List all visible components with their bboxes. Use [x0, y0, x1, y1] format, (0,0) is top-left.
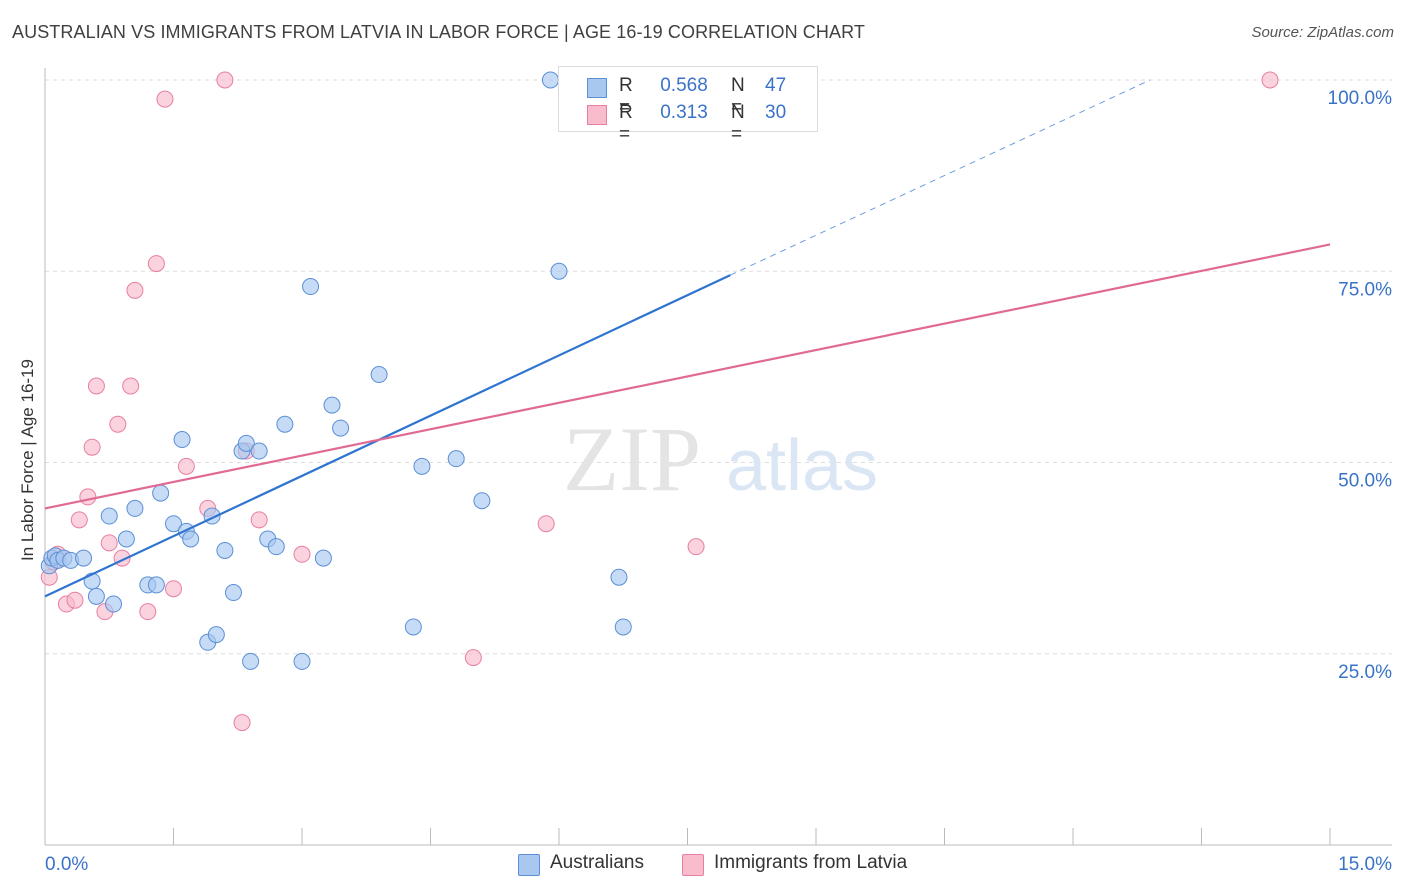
latvia-point	[122, 377, 140, 395]
legend-swatch-pink	[587, 105, 607, 125]
watermark-atlas: atlas	[726, 426, 878, 506]
australians-point	[302, 278, 320, 296]
n-label: N =	[731, 75, 745, 118]
latvia-point	[464, 649, 482, 667]
n-value: 47	[765, 75, 787, 96]
trend-line-australians	[44, 274, 731, 598]
trend-lines	[44, 79, 1331, 598]
source-credit: Source: ZipAtlas.com	[1251, 24, 1394, 41]
y-tick-label: 50.0%	[1338, 471, 1392, 492]
x-tick-label-min: 0.0%	[45, 854, 88, 875]
australians-point	[614, 618, 632, 636]
trend-line-latvia	[44, 243, 1331, 510]
legend-swatch-blue	[587, 78, 607, 98]
australians-point	[165, 515, 182, 533]
trend-extension-australians	[730, 79, 1151, 276]
australians-point	[250, 442, 268, 460]
australians-point	[87, 587, 105, 605]
australians-point	[242, 652, 260, 670]
latvia-point	[156, 90, 174, 108]
australians-point	[182, 530, 200, 548]
australians-point	[404, 618, 422, 636]
axes	[44, 68, 1392, 846]
x-tick-label-max: 15.0%	[1338, 854, 1392, 875]
australians-point	[610, 568, 628, 586]
australians-point	[126, 499, 144, 517]
x-tick-labels: 0.0% 15.0%	[45, 854, 1392, 875]
legend-swatch-australians	[518, 854, 540, 876]
series-legend: Australians Immigrants from Latvia	[0, 852, 1406, 878]
australians-point	[293, 652, 311, 670]
australians-point	[207, 626, 225, 644]
r-value: 0.568	[660, 75, 708, 96]
latvia-point	[83, 438, 101, 456]
australians-point	[541, 71, 559, 89]
y-tick-label: 25.0%	[1338, 662, 1392, 683]
latvia-point	[177, 457, 195, 475]
australians-point	[413, 457, 431, 475]
australians-point	[323, 396, 341, 414]
y-tick-label: 75.0%	[1338, 279, 1392, 300]
australians-point	[152, 484, 170, 502]
gridlines	[45, 79, 1392, 655]
legend-swatch-latvia	[682, 854, 704, 876]
latvia-point	[147, 255, 165, 273]
australians-point	[75, 549, 93, 567]
y-tick-labels: 25.0% 50.0% 75.0% 100.0%	[1328, 88, 1393, 683]
latvia-point	[233, 714, 251, 732]
australians-point	[447, 450, 465, 468]
y-tick-label: 100.0%	[1328, 88, 1393, 109]
australians-point	[370, 366, 388, 384]
australians-point	[216, 541, 234, 559]
australians-point	[332, 419, 350, 437]
r-value: 0.313	[660, 102, 708, 123]
australians-point	[100, 507, 118, 525]
latvia-point	[70, 511, 88, 529]
latvia-point	[293, 545, 311, 563]
r-label: R =	[619, 75, 633, 118]
series-latvia-points	[40, 71, 1279, 732]
australians-point	[550, 262, 568, 280]
latvia-point	[1261, 71, 1279, 89]
australians-point	[224, 584, 242, 602]
australians-point	[237, 434, 255, 452]
latvia-point	[216, 71, 234, 89]
australians-point	[105, 595, 123, 613]
latvia-point	[79, 488, 97, 506]
australians-point	[173, 431, 191, 449]
australians-point	[117, 530, 135, 548]
latvia-point	[66, 591, 84, 609]
r-label: R =	[619, 102, 633, 145]
legend-label-australians: Australians	[550, 852, 644, 873]
legend-label-latvia: Immigrants from Latvia	[714, 852, 908, 873]
chart-title: AUSTRALIAN VS IMMIGRANTS FROM LATVIA IN …	[12, 22, 865, 42]
latvia-point	[126, 281, 144, 299]
correlation-legend: R = 0.568 N = 47 R = 0.313 N = 30	[558, 66, 818, 145]
latvia-point	[109, 415, 127, 433]
australians-point	[473, 492, 491, 510]
australians-point	[276, 415, 294, 433]
latvia-point	[537, 515, 555, 533]
latvia-point	[87, 377, 105, 395]
latvia-point	[165, 580, 182, 598]
watermark-zip: ZIP	[563, 408, 701, 510]
latvia-point	[100, 534, 118, 552]
series-australians-points	[40, 71, 632, 670]
n-label: N =	[731, 102, 745, 145]
n-value: 30	[765, 102, 787, 123]
australians-point	[314, 549, 332, 567]
latvia-point	[250, 511, 268, 529]
latvia-point	[139, 603, 157, 621]
latvia-point	[687, 538, 705, 556]
australians-point	[267, 538, 285, 556]
zipatlas-watermark: ZIP atlas	[563, 408, 878, 510]
australians-point	[147, 576, 165, 594]
